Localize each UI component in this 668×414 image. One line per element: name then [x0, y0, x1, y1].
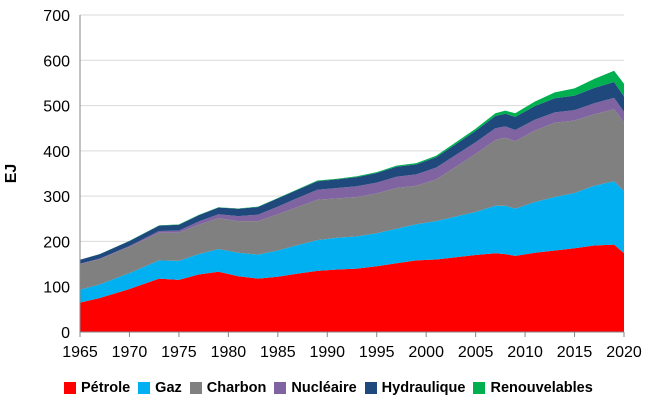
legend-swatch: [64, 382, 76, 394]
axes: [79, 15, 625, 337]
legend-item: Hydraulique: [364, 380, 466, 396]
y-axis-label: EJ: [3, 164, 20, 184]
legend-label: Renouvelables: [490, 380, 593, 396]
x-tick-label: 1995: [359, 344, 395, 361]
legend-swatch: [274, 382, 287, 394]
legend-label: Nucléaire: [291, 380, 357, 396]
x-tick-label: 1970: [112, 344, 148, 361]
legend-swatch: [364, 382, 377, 394]
legend-item: Nucléaire: [274, 380, 357, 396]
x-tick-label: 2005: [458, 344, 494, 361]
x-tick-label: 1965: [62, 344, 98, 361]
x-tick-label: 2020: [606, 344, 642, 361]
x-tick-label: 1975: [161, 344, 197, 361]
x-tick-label: 2000: [408, 344, 444, 361]
area-renouvelables: [80, 70, 624, 260]
x-tick-label: 1980: [211, 344, 247, 361]
y-tick-label: 200: [43, 234, 70, 251]
legend-label: Gaz: [155, 380, 182, 396]
area-nucleaire: [80, 97, 624, 265]
legend: Pétrole Gaz Charbon Nucléaire Hydraulique Ren…: [64, 380, 601, 396]
y-tick-label: 600: [43, 53, 70, 70]
y-tick-label: 500: [43, 99, 70, 116]
legend-label: Charbon: [206, 380, 267, 396]
x-tick-label: 1985: [260, 344, 296, 361]
area-petrole: [80, 244, 624, 332]
x-tick-label: 1990: [309, 344, 345, 361]
area-gaz: [80, 181, 624, 303]
legend-item: Renouvelables: [473, 380, 593, 396]
legend-label: Hydraulique: [381, 380, 466, 396]
y-tick-label: 300: [43, 189, 70, 206]
y-tick-label: 100: [43, 280, 70, 297]
area-hydraulique: [80, 82, 624, 264]
stacked-areas: [80, 70, 624, 332]
legend-swatch: [189, 382, 202, 394]
y-tick-label: 700: [43, 8, 70, 25]
x-tick-label: 2010: [507, 344, 543, 361]
legend-item: Gaz: [138, 380, 182, 396]
legend-swatch: [473, 382, 486, 394]
y-tick-label: 400: [43, 144, 70, 161]
legend-item: Pétrole: [64, 380, 130, 396]
legend-swatch: [138, 382, 151, 394]
legend-item: Charbon: [189, 380, 267, 396]
area-charbon: [80, 109, 624, 290]
tick-labels: 0 100 200 300 400 500 600 700 1965 1970 1975 1980 19…: [43, 8, 642, 361]
legend-label: Pétrole: [81, 380, 131, 396]
x-tick-label: 2015: [557, 344, 593, 361]
y-tick-label: 0: [61, 325, 70, 342]
